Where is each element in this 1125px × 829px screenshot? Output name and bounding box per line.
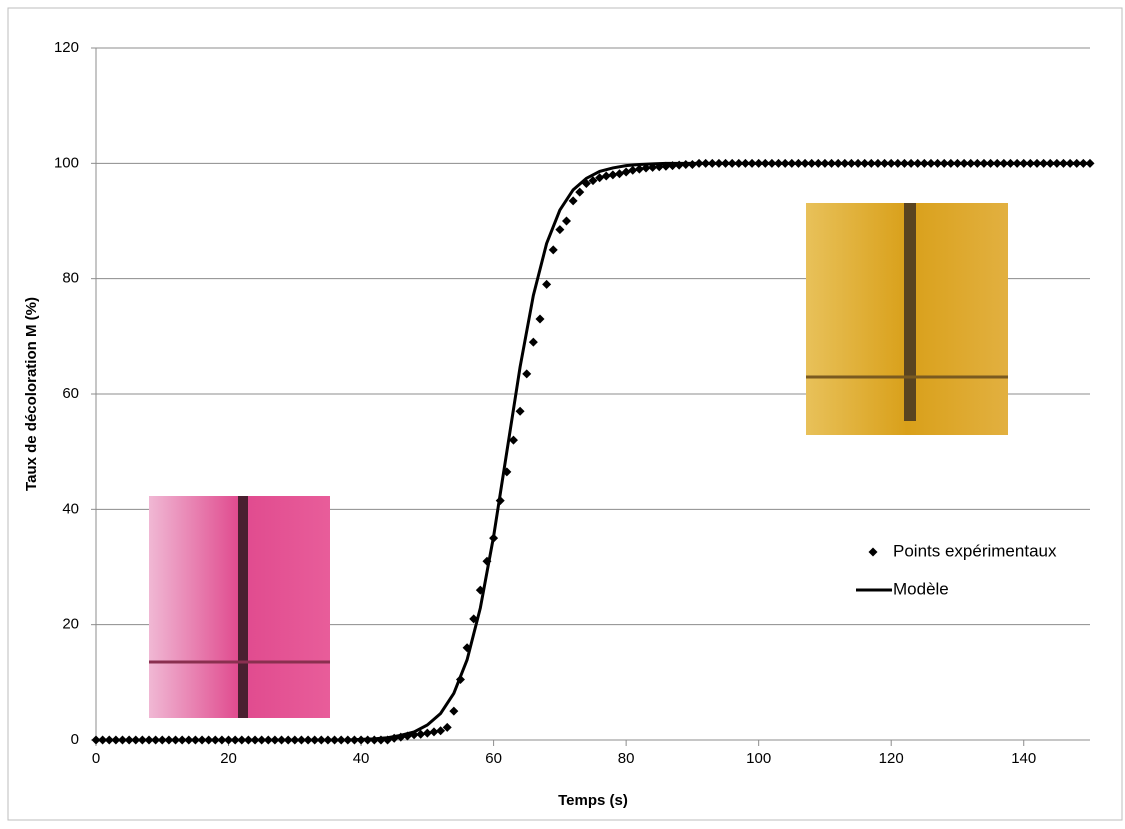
y-tick-label: 80 [62, 270, 79, 287]
x-tick-label: 140 [1011, 750, 1036, 767]
y-tick-label: 60 [62, 385, 79, 402]
legend-label: Points expérimentaux [893, 541, 1057, 560]
legend-marker [868, 547, 878, 557]
y-tick-label: 40 [62, 500, 79, 517]
data-point [628, 165, 638, 175]
x-tick-label: 100 [746, 750, 771, 767]
x-tick-label: 120 [879, 750, 904, 767]
data-point [588, 176, 598, 186]
data-point [621, 167, 631, 177]
data-point [608, 170, 618, 180]
x-tick-label: 60 [485, 750, 502, 767]
data-point [436, 726, 446, 736]
data-point [601, 171, 611, 181]
data-point [535, 314, 545, 324]
data-point [615, 169, 625, 179]
y-tick-label: 20 [62, 616, 79, 633]
data-point [568, 196, 578, 206]
data-point [422, 728, 432, 738]
data-point [542, 279, 552, 289]
x-axis-title: Temps (s) [558, 792, 628, 809]
x-tick-label: 20 [220, 750, 237, 767]
photos [149, 203, 1008, 718]
data-point [561, 216, 571, 226]
y-tick-label: 0 [71, 731, 79, 748]
y-tick-label: 120 [54, 39, 79, 56]
photo-rod [238, 496, 248, 718]
data-point [442, 722, 452, 732]
data-point [522, 369, 532, 379]
data-point [508, 435, 518, 445]
x-tick-label: 40 [353, 750, 370, 767]
x-tick-label: 0 [92, 750, 100, 767]
x-tick-label: 80 [618, 750, 635, 767]
data-point [595, 173, 605, 183]
data-point [634, 164, 644, 174]
model-line [96, 161, 1090, 742]
data-point [528, 337, 538, 347]
data-point [548, 245, 558, 255]
data-point [416, 729, 426, 739]
y-axis-title: Taux de décoloration M (%) [23, 297, 40, 491]
photo-rod [904, 203, 916, 421]
data-point [449, 706, 459, 716]
data-point [515, 406, 525, 416]
data-point [575, 187, 585, 197]
legend-label: Modèle [893, 579, 949, 598]
y-tick-label: 100 [54, 154, 79, 171]
data-point [555, 225, 565, 235]
data-point [429, 727, 439, 737]
